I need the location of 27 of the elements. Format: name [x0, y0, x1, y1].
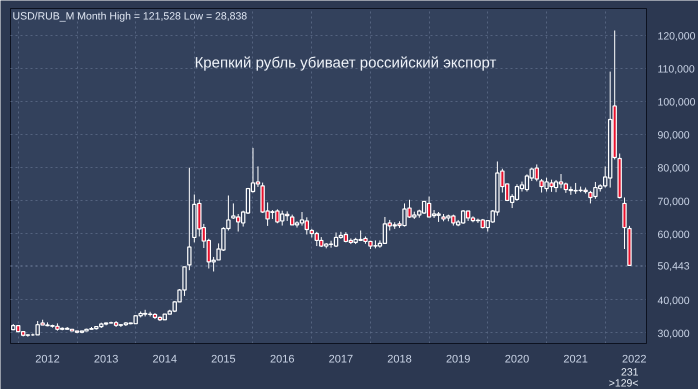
x-tick-label: 2021	[563, 354, 588, 366]
y-tick-label: 80,000	[658, 162, 690, 175]
x-tick-label: 2012	[35, 354, 60, 366]
x-tick-label: 2014	[152, 354, 178, 366]
x-tick-label: 2020	[504, 354, 530, 366]
x-tick-label: 2017	[328, 354, 354, 366]
x-tick-label: 2016	[270, 354, 294, 366]
candlestick	[187, 167, 192, 271]
x-tick-label: 2018	[387, 354, 412, 366]
y-tick-label: 70,000	[658, 196, 690, 208]
y-tick-label: 90,000	[658, 130, 690, 142]
y-tick-label: 110,000	[658, 64, 695, 76]
x-tick-label: 2013	[94, 354, 118, 366]
y-tick-label: 30,000	[658, 328, 690, 340]
text: 231	[620, 366, 639, 378]
chart-subtitle: USD/RUB_M Month High = 121,528 Low = 28,838	[12, 10, 248, 22]
x-tick-label: 2022	[622, 354, 647, 366]
x-tick-label: 2015	[211, 354, 236, 366]
y-tick-label: 50,443	[658, 260, 690, 272]
x-tick-label: 2019	[446, 354, 470, 366]
y-tick-label: 40,000	[658, 294, 690, 307]
candlestick	[436, 212, 441, 222]
y-tick-label: 60,000	[658, 228, 690, 241]
y-tick-label: 100,000	[658, 96, 696, 109]
y-tick-label: 120,000	[658, 30, 696, 43]
text: >129<	[608, 378, 639, 389]
text: Крепкий рубль убивает российский экспорт	[194, 54, 497, 72]
